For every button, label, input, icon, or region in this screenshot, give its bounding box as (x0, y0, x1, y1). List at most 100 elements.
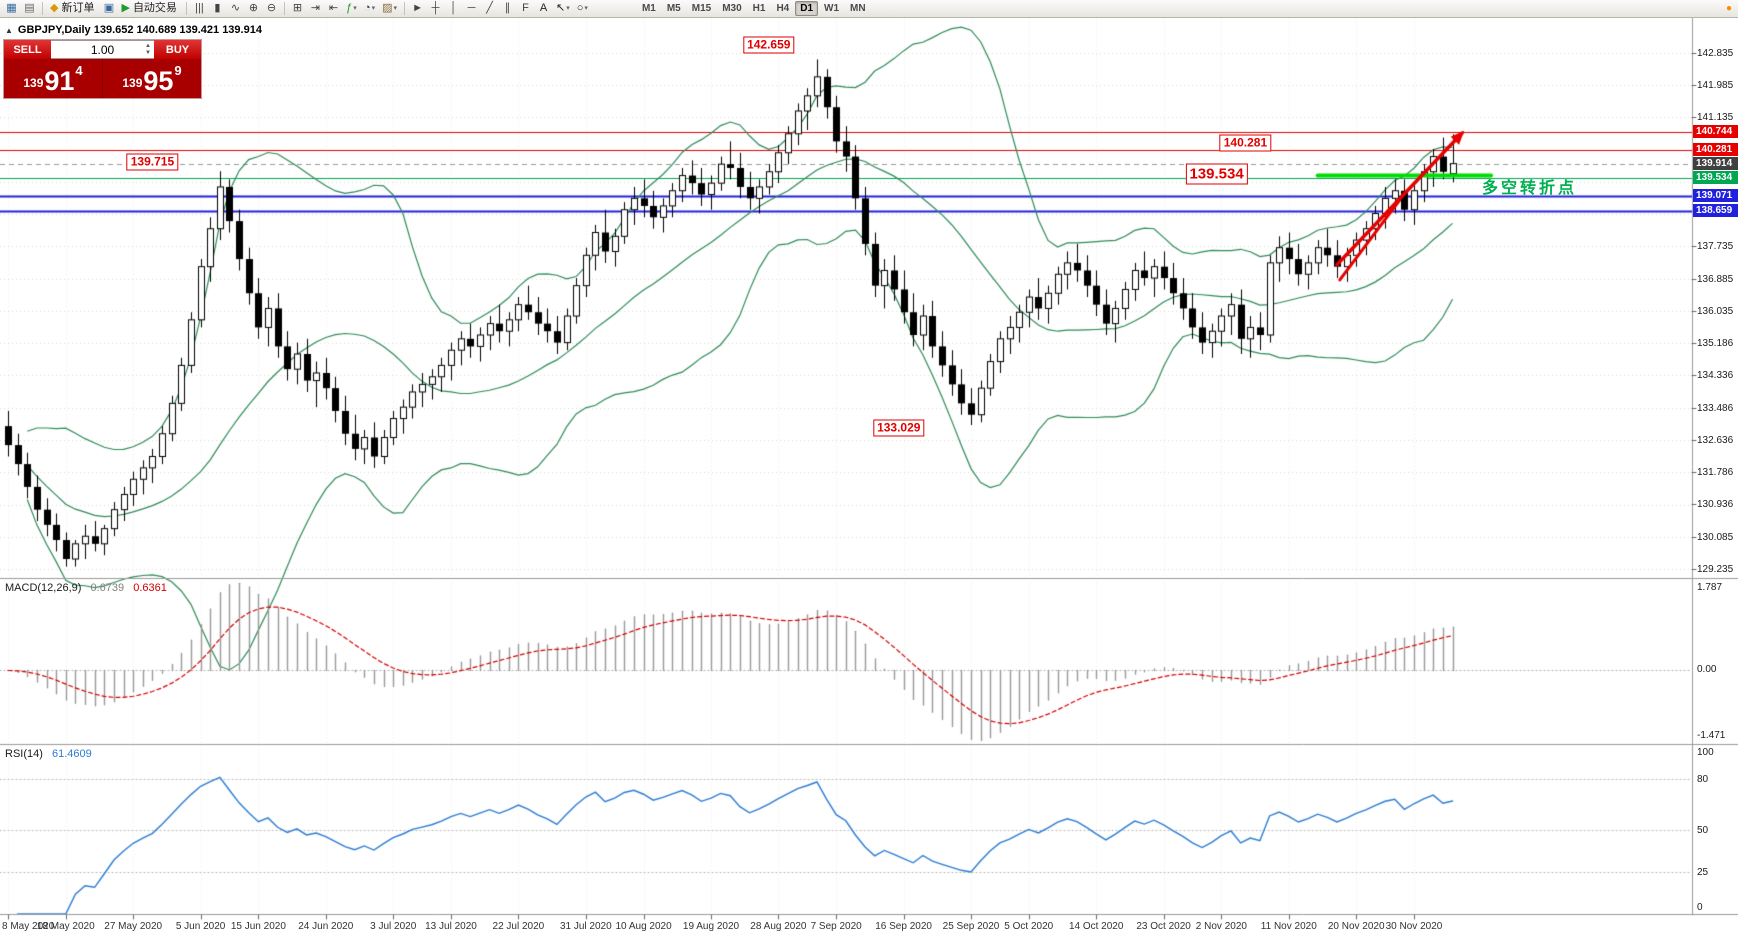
shapes-dropdown-icon: ▾ (584, 5, 588, 12)
chart-symbol-title: ▲ GBPJPY,Daily 139.652 140.689 139.421 1… (5, 24, 262, 36)
equidistant-channel-button[interactable]: ∥ (499, 1, 516, 17)
price-badge-139.071: 139.071 (1693, 188, 1738, 202)
one-click-panel-toggle[interactable]: ▲ (5, 25, 13, 35)
one-click-trading-panel: SELL 1.00 ▲ ▼ BUY 139 91 4 139 (4, 40, 201, 98)
arrows-tool-button[interactable]: ↖ ▾ (553, 1, 573, 17)
price-annotation-139.534[interactable]: 139.534 (1185, 163, 1248, 185)
timeframe-m15-button[interactable]: M15 (691, 3, 712, 14)
timeframe-h1-button[interactable]: H1 (752, 3, 766, 14)
new-order-label: 新订单 (61, 2, 95, 14)
trendline-button[interactable]: ╱ (481, 1, 498, 17)
date-axis-label: 13 Jul 2020 (425, 921, 477, 932)
bid-point: 4 (75, 63, 83, 78)
chart-shift-icon: ⇤ (328, 2, 339, 14)
horizontal-line-button[interactable]: ─ (463, 1, 480, 17)
text-label-button[interactable]: A (535, 1, 552, 17)
periods-button[interactable]: ◔ ▾ (361, 1, 378, 17)
candle-chart-mode-button[interactable]: ▮ (209, 1, 226, 17)
auto-trading-label: 自动交易 (132, 2, 177, 14)
zoom-in-button[interactable]: ⊕ (245, 1, 262, 17)
timeframe-d1-button[interactable]: D1 (795, 1, 819, 16)
sell-button[interactable]: SELL (4, 40, 51, 59)
crosshair-button[interactable]: ┼ (427, 1, 444, 17)
timeframe-m30-button[interactable]: M30 (722, 3, 742, 14)
crosshair-icon: ┼ (431, 2, 440, 14)
auto-trading-button[interactable]: ▶ 自动交易 (118, 1, 181, 17)
profile-charts-button[interactable]: ▤ (21, 1, 38, 17)
price-annotation-139.715[interactable]: 139.715 (126, 153, 179, 171)
chart-window-button[interactable]: ▣ (100, 1, 117, 17)
new-order-button[interactable]: ◆ 新订单 (47, 1, 99, 17)
new-order-icon: ◆ (50, 2, 59, 14)
price-annotation-133.029[interactable]: 133.029 (873, 419, 925, 437)
chart-shift-button[interactable]: ⇤ (325, 1, 342, 17)
horizontal-line-icon: ─ (467, 2, 476, 14)
timeframe-h4-button[interactable]: H4 (776, 3, 790, 14)
price-scale-label: 129.235 (1697, 564, 1734, 576)
zoom-in-icon: ⊕ (248, 2, 259, 14)
date-axis-label: 16 Sep 2020 (875, 921, 932, 932)
chart-window-icon: ▣ (103, 2, 115, 14)
zoom-out-button[interactable]: ⊖ (263, 1, 280, 17)
timeframe-m1-button[interactable]: M1 (641, 3, 656, 14)
ask-price[interactable]: 139 95 9 (103, 59, 201, 98)
price-badge-139.534: 139.534 (1693, 171, 1738, 185)
bid-price[interactable]: 139 91 4 (4, 59, 103, 98)
date-axis-label: 18 May 2020 (36, 921, 95, 932)
price-annotation-140.281[interactable]: 140.281 (1219, 134, 1272, 152)
price-badge-138.659: 138.659 (1693, 204, 1738, 218)
auto-scroll-button[interactable]: ⇥ (307, 1, 324, 17)
price-annotation-142.659[interactable]: 142.659 (743, 36, 795, 54)
toolbar-buttons: ▦ ▤ ◆ 新订单 ▣ ▶ 自动交易 ||| ▮ ∿ ⊕ ⊖ ⊞ ⇥ ⇤ ƒ ▾ ◔ ▾ ▨ ▾ ► ┼ │ ─ ╱ ∥ F A ↖ ▾ ○ ▾ (3, 1, 591, 17)
toolbar-right: ● (1726, 3, 1735, 14)
tile-windows-button[interactable]: ⊞ (289, 1, 306, 17)
price-scale-label: 136.885 (1697, 273, 1734, 285)
price-badge-139.914: 139.914 (1693, 156, 1738, 170)
date-axis-label: 20 Nov 2020 (1327, 921, 1385, 932)
trendline-icon: ╱ (486, 2, 493, 14)
toolbar-separator (404, 2, 406, 15)
new-chart-button[interactable]: ▦ (3, 1, 20, 17)
symbol-ohlc-text: GBPJPY,Daily 139.652 140.689 139.421 139… (17, 24, 262, 36)
connection-status-icon[interactable]: ● (1725, 3, 1732, 14)
volume-spinner: ▲ ▼ (145, 43, 151, 56)
shapes-button[interactable]: ○ ▾ (574, 1, 591, 17)
templates-button[interactable]: ▨ ▾ (379, 1, 400, 17)
periods-icon: ◔ (363, 2, 371, 14)
rsi-scale-label: 80 (1697, 773, 1709, 785)
macd-scale-label: 0.00 (1697, 664, 1717, 676)
date-axis-label: 15 Jun 2020 (230, 921, 286, 932)
timeframe-toolbar: M1 M5 M15 M30 H1 H4 D1 W1 MN (637, 1, 871, 16)
volume-field[interactable]: 1.00 ▲ ▼ (51, 40, 154, 59)
chart-area[interactable] (0, 18, 1738, 945)
chart-window: ▲ GBPJPY,Daily 139.652 140.689 139.421 1… (0, 18, 1738, 945)
rsi-scale-label: 100 (1697, 747, 1714, 758)
bar-chart-mode-button[interactable]: ||| (191, 1, 208, 17)
timeframe-m5-button[interactable]: M5 (666, 3, 681, 14)
timeframe-mn-button[interactable]: MN (850, 3, 866, 14)
timeframe-w1-button[interactable]: W1 (824, 3, 840, 14)
price-scale-label: 141.985 (1697, 80, 1734, 91)
candle-chart-mode-icon: ▮ (214, 2, 221, 14)
cursor-button[interactable]: ► (409, 1, 426, 17)
shapes-icon: ○ (576, 2, 584, 14)
volume-up-icon[interactable]: ▲ (145, 43, 151, 49)
macd-signal-value: 0.6361 (133, 582, 167, 594)
buy-button[interactable]: BUY (154, 40, 201, 59)
macd-label: MACD(12,26,9) 0.6739 0.6361 (5, 582, 167, 594)
line-chart-mode-button[interactable]: ∿ (227, 1, 244, 17)
price-scale-label: 136.035 (1697, 305, 1734, 317)
volume-down-icon[interactable]: ▼ (145, 50, 151, 56)
date-axis-label: 5 Oct 2020 (1004, 921, 1054, 932)
date-axis-label: 5 Jun 2020 (175, 921, 226, 932)
fibonacci-button[interactable]: F (517, 1, 534, 17)
vertical-line-icon: │ (450, 2, 457, 14)
arrows-tool-dropdown-icon: ▾ (566, 5, 570, 12)
rsi-value: 61.4609 (51, 748, 92, 760)
auto-scroll-icon: ⇥ (310, 2, 321, 14)
annotation-note[interactable]: 多空转折点 (1482, 180, 1578, 198)
bar-chart-mode-icon: ||| (195, 2, 204, 14)
vertical-line-button[interactable]: │ (445, 1, 462, 17)
indicators-list-button[interactable]: ƒ ▾ (343, 1, 360, 17)
